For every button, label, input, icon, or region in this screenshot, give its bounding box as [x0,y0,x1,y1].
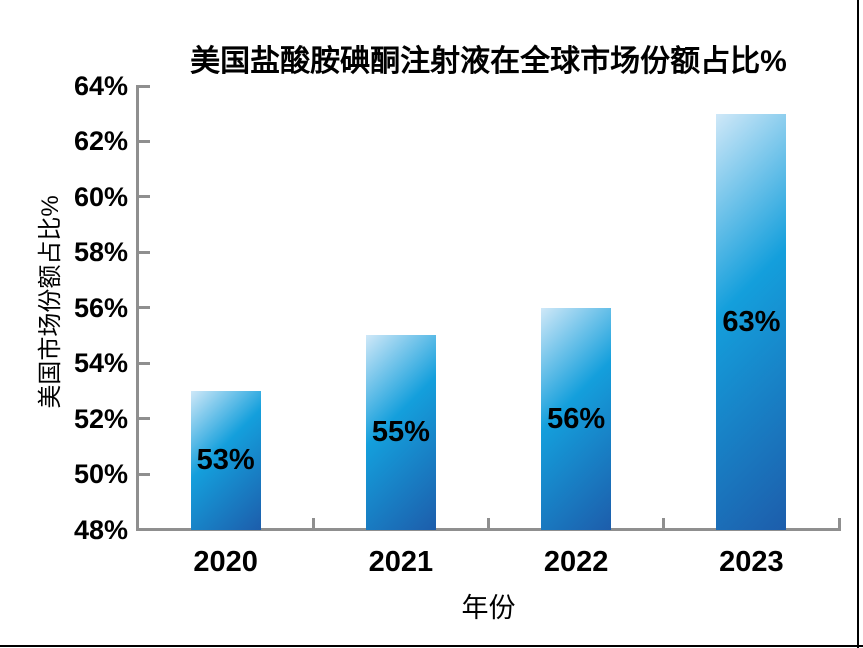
y-tick-mark [139,361,150,365]
bar-2022 [541,307,612,530]
bar-value-label: 56% [547,402,606,435]
frame-border-right [857,0,859,648]
y-tick-label: 56% [73,292,128,323]
bar-value-label: 63% [722,305,781,338]
y-tick-label: 60% [73,181,128,212]
x-tick-label: 2021 [368,546,434,578]
frame-border-bottom [0,645,863,647]
x-axis-line [136,528,841,531]
y-tick-label: 64% [73,71,128,101]
y-axis-line [136,85,139,531]
x-tick-label: 2023 [719,546,784,578]
bar-value-label: 53% [196,444,255,477]
x-tick-mark [487,518,490,528]
bar-2021 [365,335,436,530]
x-tick-label: 2020 [193,546,258,578]
x-tick-mark [662,518,666,528]
y-tick-mark [139,417,150,421]
bar-2020 [190,390,261,530]
y-tick-mark [139,84,150,88]
bar-2023 [716,113,787,530]
y-tick-label: 52% [73,403,128,434]
y-tick-mark [139,306,150,310]
y-tick-mark [139,195,150,199]
y-tick-mark [139,250,150,254]
y-tick-label: 58% [73,237,128,268]
y-tick-label: 48% [73,514,128,545]
bar-value-label: 55% [371,416,430,449]
y-tick-mark [139,472,150,476]
x-tick-label: 2022 [543,546,609,578]
y-tick-label: 62% [73,126,128,157]
chart-title: 美国盐酸胺碘酮注射液在全球市场份额占比% [190,45,787,78]
x-tick-mark [311,518,315,528]
x-axis-title: 年份 [461,593,516,623]
y-tick-label: 50% [73,459,128,490]
y-tick-label: 54% [73,348,128,379]
y-tick-mark [139,139,150,143]
x-tick-mark [837,518,841,528]
